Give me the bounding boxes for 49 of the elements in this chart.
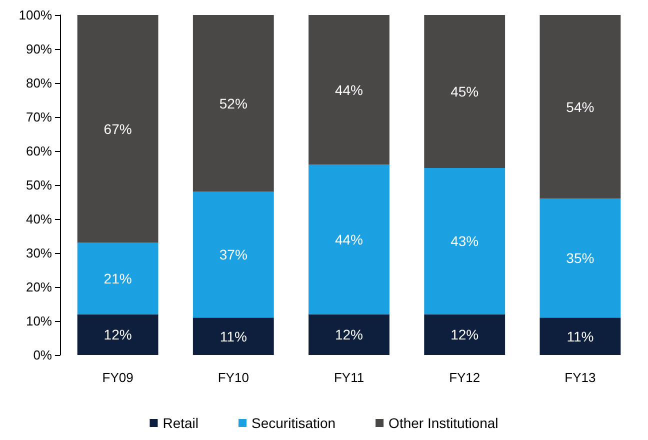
bar — [192, 318, 274, 355]
y-tick-label: 10% — [26, 314, 52, 328]
bar — [77, 242, 158, 314]
bar — [308, 164, 390, 314]
data-label: 45% — [450, 84, 479, 100]
data-label: 44% — [334, 231, 364, 248]
y-tick-label: 40% — [26, 212, 52, 226]
bar — [308, 314, 390, 355]
legend-label: Retail — [162, 415, 199, 431]
data-label: 67% — [104, 120, 132, 137]
data-label: 11% — [566, 328, 594, 344]
bar — [192, 192, 274, 318]
y-tick-label: 60% — [26, 144, 52, 158]
x-tick-label: FY10 — [218, 370, 249, 385]
data-label: 12% — [334, 326, 364, 343]
y-tick-label: 80% — [26, 76, 52, 90]
y-tick-label: 90% — [26, 42, 52, 56]
x-tick-label: FY13 — [564, 370, 596, 385]
bar — [77, 15, 158, 243]
bar — [192, 15, 274, 192]
data-label: 43% — [450, 233, 479, 250]
data-label: 11% — [220, 328, 247, 344]
y-tick-label: 100% — [18, 8, 52, 22]
bar — [540, 318, 621, 355]
data-label: 37% — [219, 246, 248, 263]
data-label: 21% — [104, 270, 132, 286]
x-tick-label: FY12 — [449, 370, 480, 385]
x-tick-label: FY11 — [334, 370, 364, 385]
y-tick-label: 0% — [33, 348, 52, 362]
bar — [77, 314, 158, 355]
y-tick-label: 30% — [26, 246, 52, 260]
bar — [540, 198, 621, 318]
data-label: 52% — [219, 95, 248, 112]
bar — [424, 314, 506, 355]
bar — [424, 15, 506, 168]
legend-label: Other Institutional — [388, 415, 498, 431]
y-tick-label: 70% — [26, 110, 52, 124]
data-label: 12% — [104, 326, 132, 343]
legend-label: Securitisation — [252, 415, 336, 431]
x-tick-label: FY09 — [102, 370, 134, 385]
y-tick-label: 50% — [26, 178, 52, 192]
y-tick-label: 20% — [26, 280, 52, 294]
data-label: 54% — [566, 98, 594, 115]
bar — [424, 168, 506, 314]
bar — [308, 15, 390, 165]
bar — [540, 15, 621, 199]
data-label: 44% — [334, 82, 364, 98]
data-label: 12% — [450, 326, 479, 343]
data-label: 35% — [566, 250, 594, 266]
